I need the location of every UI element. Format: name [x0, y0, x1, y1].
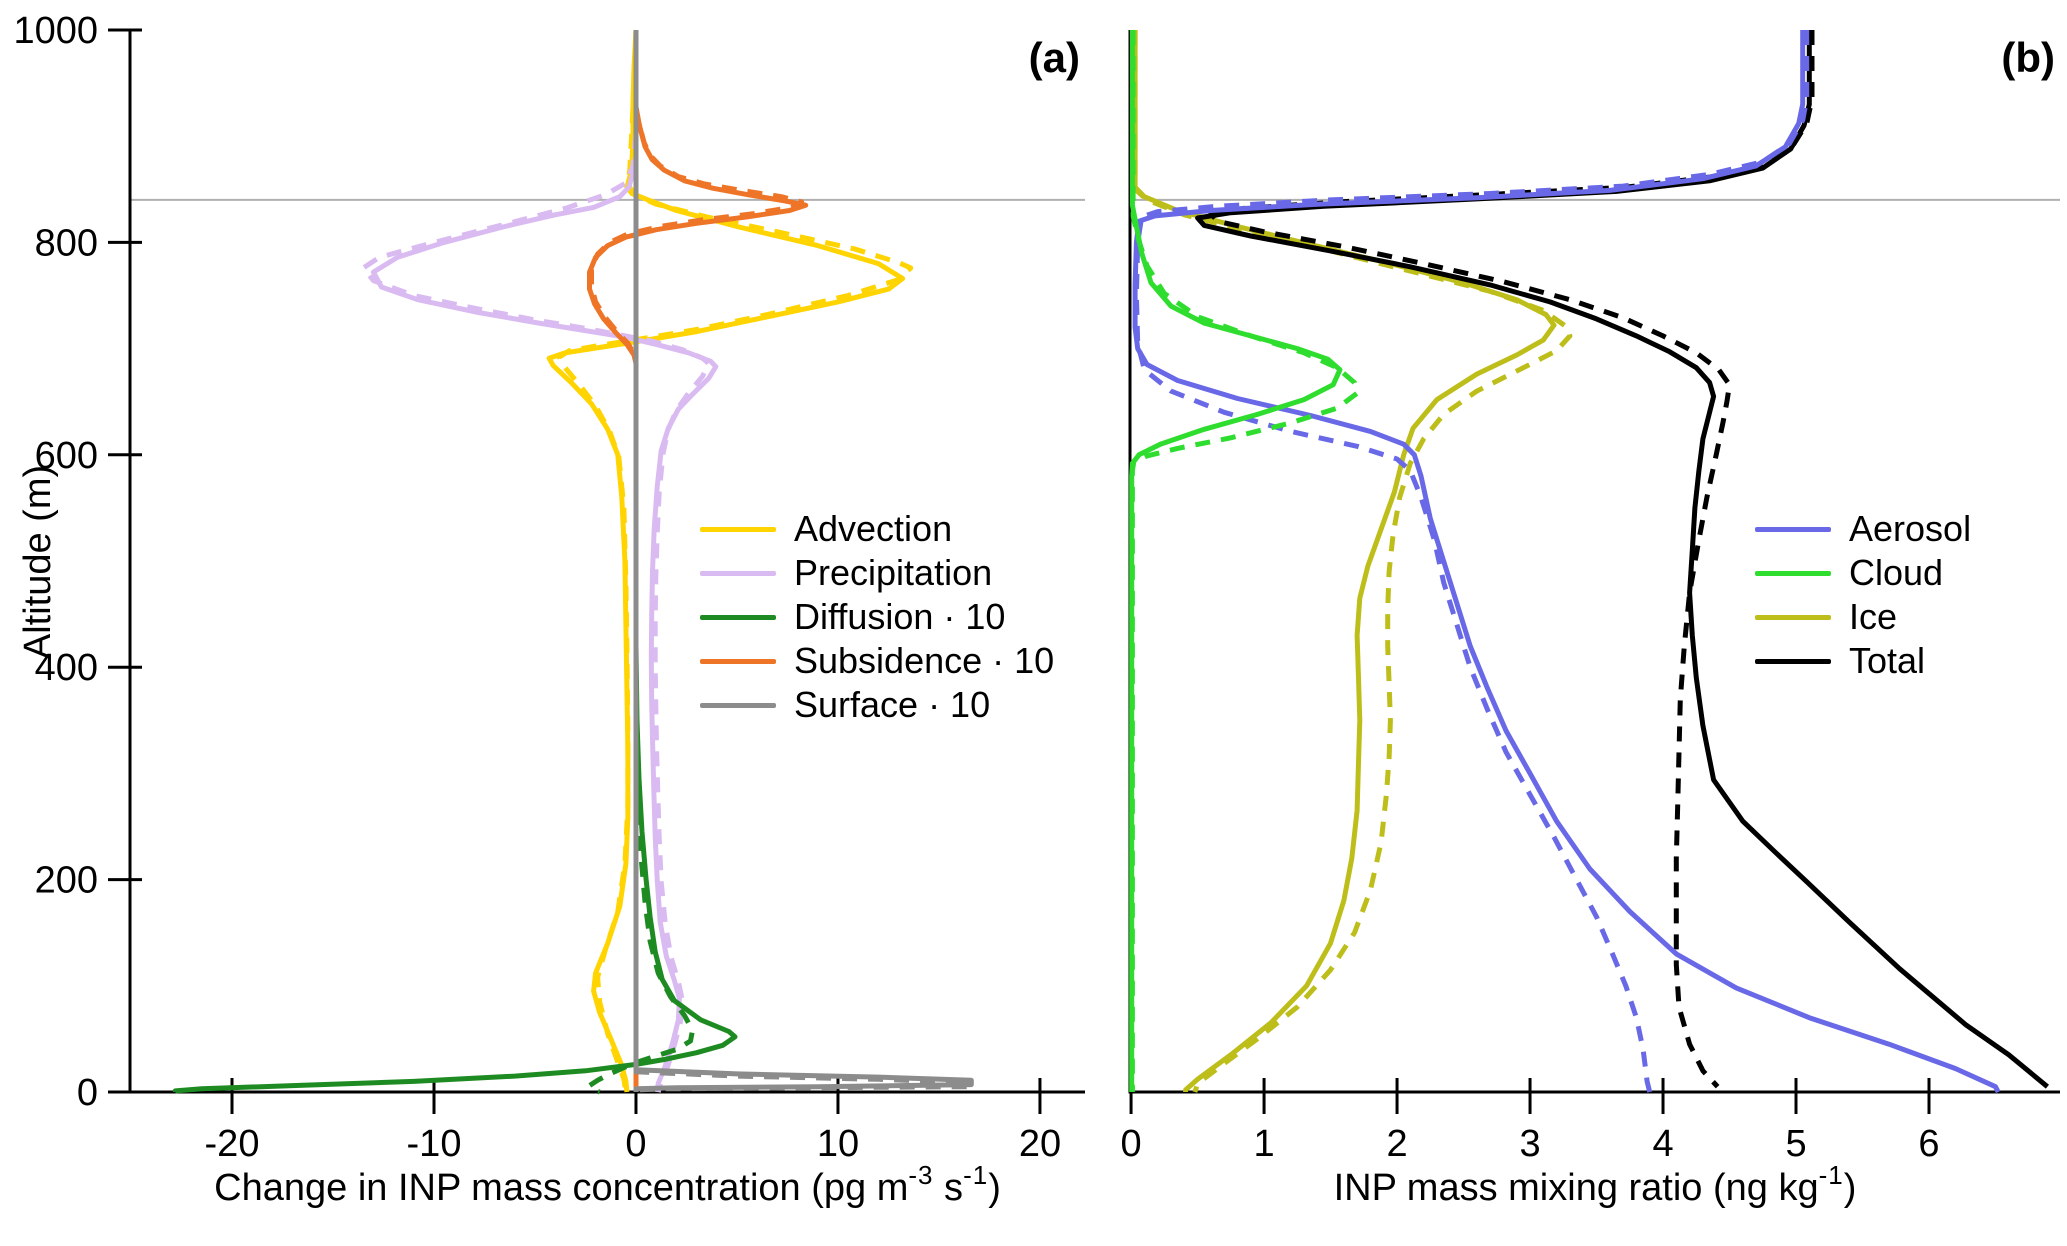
- legend-item: Subsidence · 10: [700, 639, 1054, 683]
- x-tick-label: 3: [1519, 1123, 1540, 1165]
- x-tick-label: -10: [407, 1123, 462, 1165]
- legend-item: Aerosol: [1755, 507, 1971, 551]
- x-tick-label: 10: [817, 1123, 859, 1165]
- legend-item: Ice: [1755, 595, 1971, 639]
- legend-label: Aerosol: [1849, 508, 1972, 549]
- legend-label: Precipitation: [794, 552, 993, 593]
- axis-title-text: Change in INP mass concentration (pg m: [214, 1167, 909, 1209]
- legend-swatch: [1755, 570, 1831, 576]
- series-aerosol-solid: [1132, 30, 2001, 1094]
- legend-label: Ice: [1849, 596, 1898, 637]
- legend-label: Subsidence · 10: [794, 640, 1055, 681]
- y-tick-label: 400: [35, 647, 98, 689]
- series-cloud-dashed: [1129, 30, 1360, 1092]
- axis-title-text: ): [1843, 1167, 1857, 1209]
- axis-title-text: ): [988, 1167, 1001, 1209]
- y-tick-label: 0: [77, 1072, 98, 1114]
- y-axis-label: Altitude (m): [17, 464, 59, 660]
- legend-item: Precipitation: [700, 551, 1054, 595]
- legend-item: Advection: [700, 507, 1054, 551]
- y-tick-label: 600: [35, 435, 98, 477]
- legend-swatch: [1755, 526, 1831, 532]
- axis-unit-exponent: -1: [1818, 1160, 1844, 1190]
- x-tick-label: 1: [1253, 1123, 1274, 1165]
- legend-label: Diffusion · 10: [794, 596, 1006, 637]
- axis-unit-exponent: -3: [908, 1160, 934, 1190]
- y-tick-label: 200: [35, 860, 98, 902]
- legend-swatch: [700, 658, 776, 664]
- x-tick-label: 2: [1386, 1123, 1407, 1165]
- legend-label: Cloud: [1849, 552, 1944, 593]
- series-precipitation-solid: [370, 30, 719, 1093]
- x-axis-label-a: Change in INP mass concentration (pg m-3…: [130, 1160, 1085, 1210]
- x-tick-label: -20: [205, 1123, 260, 1165]
- legend-label: Total: [1849, 640, 1926, 681]
- series-total-dashed: [1208, 30, 1815, 1089]
- x-tick-label: 0: [625, 1123, 646, 1165]
- x-tick-label: 5: [1785, 1123, 1806, 1165]
- series-aerosol-dashed: [1133, 30, 1810, 1093]
- legend-swatch: [700, 702, 776, 708]
- series-cloud-solid: [1129, 30, 1343, 1092]
- series-surface-dashed: [633, 30, 970, 1093]
- x-tick-label: 20: [1019, 1123, 1061, 1165]
- legend-panel-a: Advection Precipitation Diffusion · 10 Subs…: [700, 507, 1054, 727]
- legend-item: Cloud: [1755, 551, 1971, 595]
- legend-swatch: [700, 526, 776, 532]
- series-precipitation-dashed: [360, 30, 712, 1093]
- legend-swatch: [700, 614, 776, 620]
- series-ice-solid: [1132, 30, 1557, 1093]
- y-tick-label: 800: [35, 222, 98, 264]
- x-tick-label: 0: [1120, 1123, 1141, 1165]
- x-tick-label: 4: [1652, 1123, 1673, 1165]
- legend-label: Advection: [794, 508, 953, 549]
- legend-item: Surface · 10: [700, 683, 1054, 727]
- x-tick-label: 6: [1918, 1123, 1939, 1165]
- legend-panel-b: Aerosol Cloud Ice Total: [1755, 507, 1971, 683]
- series-diffusion-dashed: [587, 30, 695, 1095]
- legend-item: Total: [1755, 639, 1971, 683]
- x-axis-label-b: INP mass mixing ratio (ng kg-1): [1130, 1160, 2060, 1210]
- legend-label: Surface · 10: [794, 684, 991, 725]
- series-subsidence-dashed: [589, 30, 805, 1092]
- legend-swatch: [1755, 614, 1831, 620]
- legend-swatch: [1755, 658, 1831, 664]
- axis-title-text: s: [933, 1167, 964, 1209]
- axis-unit-exponent: -1: [963, 1160, 989, 1190]
- series-ice-dashed: [1132, 30, 1573, 1093]
- axis-title-text: INP mass mixing ratio (ng kg: [1333, 1167, 1819, 1209]
- legend-item: Diffusion · 10: [700, 595, 1054, 639]
- y-tick-label: 1000: [13, 10, 98, 52]
- legend-swatch: [700, 570, 776, 576]
- panel-label-a: (a): [1028, 34, 1080, 81]
- series-advection-dashed: [556, 29, 914, 1093]
- panel-label-b: (b): [2001, 34, 2055, 81]
